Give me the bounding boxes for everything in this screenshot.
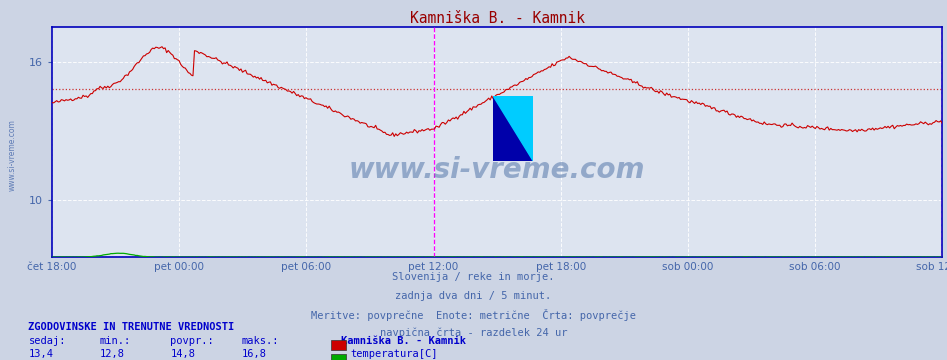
Text: sedaj:: sedaj: bbox=[28, 336, 66, 346]
Text: 13,4: 13,4 bbox=[28, 349, 53, 359]
Text: 12,8: 12,8 bbox=[99, 349, 124, 359]
Text: maks.:: maks.: bbox=[241, 336, 279, 346]
Text: 16,8: 16,8 bbox=[241, 349, 266, 359]
Text: temperatura[C]: temperatura[C] bbox=[350, 349, 438, 359]
Title: Kamniška B. - Kamnik: Kamniška B. - Kamnik bbox=[410, 11, 584, 26]
Text: 14,8: 14,8 bbox=[170, 349, 195, 359]
Text: navpična črta - razdelek 24 ur: navpična črta - razdelek 24 ur bbox=[380, 328, 567, 338]
Text: Slovenija / reke in morje.: Slovenija / reke in morje. bbox=[392, 272, 555, 282]
Text: www.si-vreme.com: www.si-vreme.com bbox=[348, 156, 646, 184]
Text: Meritve: povprečne  Enote: metrične  Črta: povprečje: Meritve: povprečne Enote: metrične Črta:… bbox=[311, 309, 636, 321]
Text: povpr.:: povpr.: bbox=[170, 336, 214, 346]
Text: zadnja dva dni / 5 minut.: zadnja dva dni / 5 minut. bbox=[396, 291, 551, 301]
Text: ZGODOVINSKE IN TRENUTNE VREDNOSTI: ZGODOVINSKE IN TRENUTNE VREDNOSTI bbox=[28, 322, 235, 332]
Text: Kamniška B. - Kamnik: Kamniška B. - Kamnik bbox=[341, 336, 466, 346]
Text: min.:: min.: bbox=[99, 336, 131, 346]
Text: www.si-vreme.com: www.si-vreme.com bbox=[8, 119, 17, 191]
